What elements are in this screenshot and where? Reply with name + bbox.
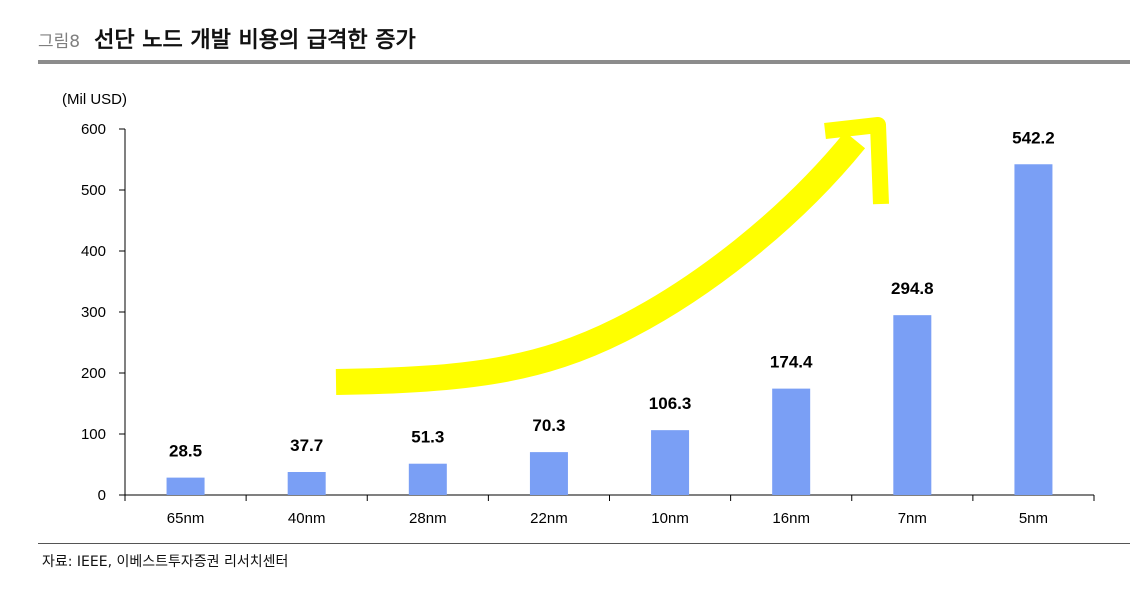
y-tick-label: 400 — [81, 243, 106, 260]
y-axis: 0 100 200 300 400 500 600 — [81, 121, 126, 504]
y-tick-label: 300 — [81, 304, 106, 321]
bar-22nm — [529, 452, 568, 495]
trend-arrow-shaft — [335, 131, 866, 395]
bar-value-label: 174.4 — [770, 353, 813, 372]
x-category-label: 16nm — [772, 510, 810, 527]
bar-value-label: 542.2 — [1012, 128, 1055, 147]
bar-10nm — [651, 430, 690, 495]
bars-group: 28.5 37.7 51.3 70.3 106.3 174.4 294.8 542.2 — [166, 128, 1055, 495]
bar-value-label: 51.3 — [411, 428, 444, 447]
bar-value-label: 28.5 — [169, 442, 202, 461]
x-category-label: 65nm — [167, 510, 205, 527]
figure-label: 그림8 — [38, 32, 81, 52]
y-tick-label: 200 — [81, 365, 106, 382]
figure-header: 그림8 선단 노드 개발 비용의 급격한 증가 — [38, 22, 416, 56]
bar-65nm — [166, 477, 205, 495]
x-category-label: 22nm — [530, 510, 568, 527]
x-category-label: 10nm — [651, 510, 689, 527]
bar-40nm — [287, 472, 326, 495]
y-unit-label: (Mil USD) — [62, 91, 127, 108]
figure-title: 선단 노드 개발 비용의 급격한 증가 — [94, 28, 416, 53]
bar-value-label: 106.3 — [649, 394, 692, 413]
source-note: 자료: IEEE, 이베스트투자증권 리서치센터 — [42, 554, 289, 570]
x-category-label: 5nm — [1019, 510, 1048, 527]
bar-7nm — [893, 315, 932, 495]
bar-value-label: 37.7 — [290, 436, 323, 455]
bar-16nm — [772, 388, 811, 495]
footer-divider — [38, 543, 1130, 544]
trend-arrow-annotation — [335, 117, 889, 395]
y-tick-label: 100 — [81, 426, 106, 443]
x-category-label: 7nm — [898, 510, 927, 527]
x-axis: 65nm 40nm 28nm 22nm 10nm 16nm 7nm 5nm — [124, 494, 1095, 527]
y-tick-label: 0 — [98, 487, 106, 504]
y-tick-label: 600 — [81, 121, 106, 138]
x-category-label: 40nm — [288, 510, 326, 527]
x-category-label: 28nm — [409, 510, 447, 527]
bar-5nm — [1014, 164, 1053, 495]
bar-28nm — [408, 463, 447, 495]
y-tick-label: 500 — [81, 182, 106, 199]
bar-value-label: 294.8 — [891, 279, 934, 298]
header-divider — [38, 60, 1130, 64]
trend-arrow-head — [824, 117, 889, 205]
bar-value-label: 70.3 — [532, 416, 565, 435]
